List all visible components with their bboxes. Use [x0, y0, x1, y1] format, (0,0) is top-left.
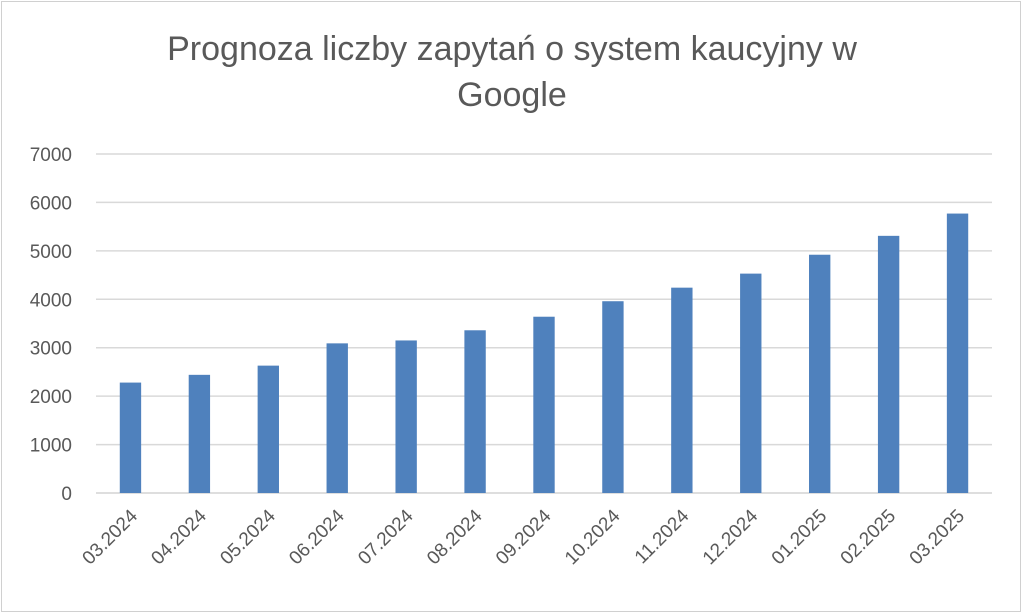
y-tick-label: 4000	[30, 290, 72, 311]
x-tick-label: 09.2024	[492, 505, 556, 569]
y-tick-label: 1000	[30, 436, 72, 457]
bar	[464, 330, 486, 493]
y-tick-label: 2000	[30, 387, 72, 408]
bars	[119, 213, 969, 493]
x-tick-label: 10.2024	[561, 505, 625, 569]
bar	[740, 273, 762, 493]
chart-title-line-2: Google	[457, 76, 567, 114]
y-tick-label: 5000	[30, 242, 72, 263]
x-tick-label: 12.2024	[699, 505, 763, 569]
x-tick-label: 11.2024	[631, 505, 694, 568]
y-tick-label: 3000	[30, 339, 72, 360]
bar	[877, 235, 900, 493]
y-tick-label: 7000	[30, 145, 72, 166]
y-axis-ticks: 0 1000 2000 3000 4000 5000 6000 7000	[30, 145, 72, 505]
x-tick-label: 07.2024	[354, 505, 418, 569]
y-tick-label: 0	[61, 484, 72, 505]
x-tick-label: 01.2025	[768, 506, 831, 569]
bar	[188, 374, 211, 493]
bar	[119, 382, 142, 493]
x-tick-label: 05.2024	[216, 505, 280, 569]
bar	[671, 287, 693, 493]
x-tick-label: 06.2024	[285, 505, 349, 569]
bar	[326, 343, 348, 493]
x-tick-label: 02.2025	[837, 506, 900, 569]
x-tick-label: 03.2024	[79, 505, 143, 569]
y-tick-label: 6000	[30, 193, 72, 214]
x-axis-ticks: 03.2024 04.2024 05.2024 06.2024 07.2024 08.20…	[79, 505, 969, 569]
bar	[257, 365, 279, 493]
bar	[809, 254, 831, 493]
x-tick-label: 03.2025	[906, 506, 969, 569]
x-tick-label: 04.2024	[148, 505, 212, 569]
bar	[946, 213, 969, 493]
chart-title-line-1: Prognoza liczby zapytań o system kaucyjn…	[167, 30, 857, 68]
x-tick-label: 08.2024	[423, 505, 487, 569]
bar	[395, 340, 417, 493]
chart-title: Prognoza liczby zapytań o system kaucyjn…	[0, 26, 1024, 118]
bar	[533, 316, 555, 493]
bar	[602, 301, 624, 493]
